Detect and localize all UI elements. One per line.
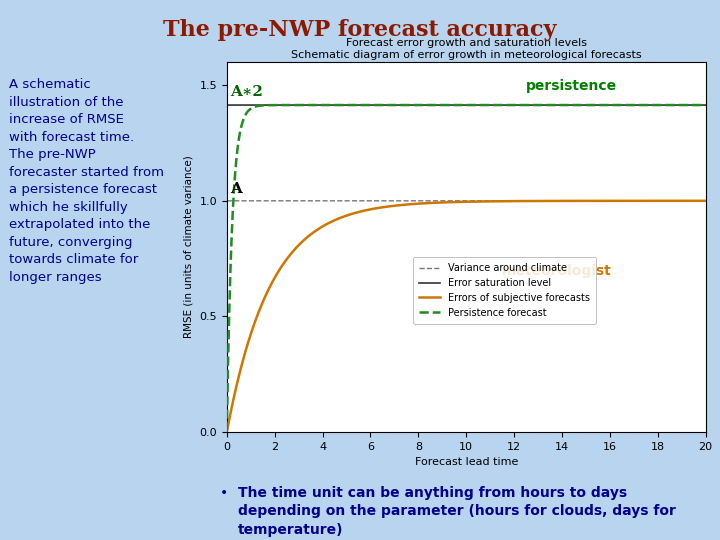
Text: A schematic
illustration of the
increase of RMSE
with forecast time.
The pre-NWP: A schematic illustration of the increase… [9,78,164,284]
Text: The pre-NWP forecast accuracy: The pre-NWP forecast accuracy [163,19,557,41]
Text: The time unit can be anything from hours to days
depending on the parameter (hou: The time unit can be anything from hours… [238,486,675,537]
Text: meteorologist: meteorologist [502,264,612,278]
Legend: Variance around climate, Error saturation level, Errors of subjective forecasts,: Variance around climate, Error saturatio… [413,258,596,323]
X-axis label: Forecast lead time: Forecast lead time [415,457,518,467]
Y-axis label: RMSE (in units of climate variance): RMSE (in units of climate variance) [184,156,194,339]
Text: A: A [230,182,242,196]
Title: Forecast error growth and saturation levels
Schematic diagram of error growth in: Forecast error growth and saturation lev… [291,38,642,60]
Text: persistence: persistence [526,79,617,93]
Text: A∗2: A∗2 [230,85,264,99]
Text: •: • [220,486,228,500]
